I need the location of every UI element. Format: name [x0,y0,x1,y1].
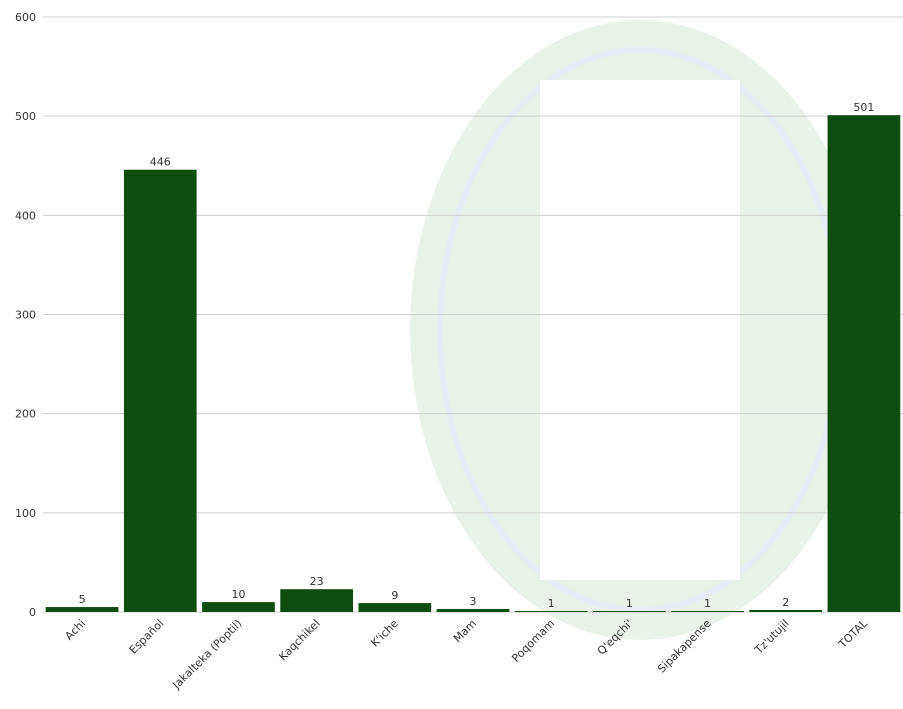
bar [593,611,666,612]
bar [514,611,588,612]
bar [827,115,901,613]
value-label: 10 [231,588,245,601]
x-tick-label: TOTAL [835,616,870,651]
value-label: 501 [853,101,874,114]
bar [671,611,744,612]
value-label: 1 [704,597,711,610]
bar [436,609,510,612]
value-label: 3 [470,595,477,608]
y-tick-label: 600 [15,11,36,24]
x-tick-label: Tz'utujil [752,617,792,657]
bar [123,169,197,612]
value-label: 5 [79,593,86,606]
bar [45,607,119,612]
watermark [410,20,870,640]
value-label: 1 [626,597,633,610]
value-label: 1 [548,597,555,610]
value-label: 446 [150,156,171,169]
bar [280,589,353,612]
value-label: 23 [310,575,324,588]
x-tick-label: Jakalteka (Poptil) [169,617,244,692]
x-tick-label: Español [127,617,167,657]
y-tick-label: 200 [15,408,36,421]
bar [202,602,275,612]
bar [749,610,823,612]
x-tick-label: Kaqchikel [276,617,322,663]
x-tick-label: Achi [62,617,88,643]
value-label: 9 [391,589,398,602]
y-tick-label: 500 [15,110,36,123]
value-label: 2 [782,596,789,609]
x-tick-label: Mam [451,617,479,645]
bar [358,603,432,612]
x-tick-label: K'iche [368,617,401,650]
y-tick-label: 0 [29,606,36,619]
y-tick-label: 100 [15,507,36,520]
y-tick-label: 400 [15,209,36,222]
y-tick-label: 300 [15,309,36,322]
x-tick-label: Poqomam [509,617,557,665]
